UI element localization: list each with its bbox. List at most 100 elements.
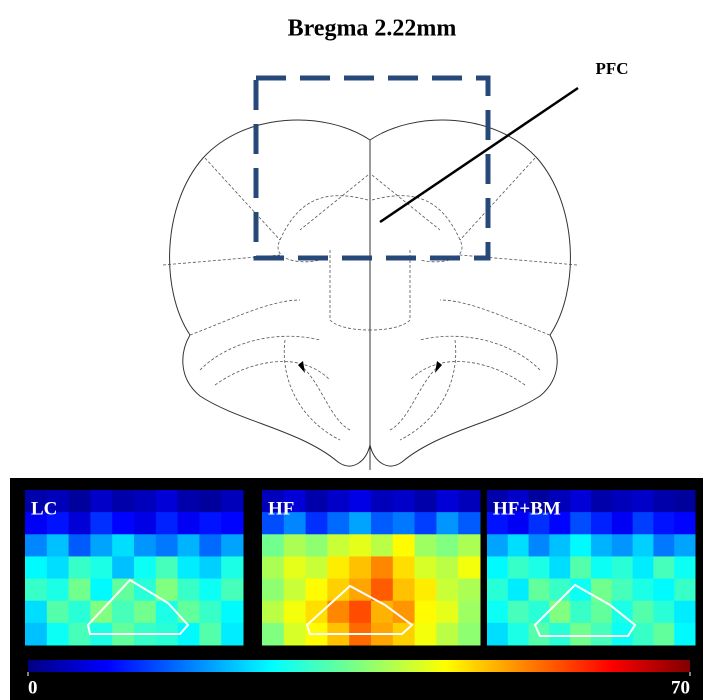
heatmap-cell [549, 579, 570, 602]
heatmap-cell [549, 534, 570, 557]
heatmap-cell [156, 556, 178, 579]
heatmap-cell [508, 601, 529, 624]
heatmap-cell [134, 534, 156, 557]
heatmap-cell [47, 623, 69, 646]
heatmap-cell [570, 534, 591, 557]
heatmap-cell [25, 601, 47, 624]
heatmap-cell [69, 579, 91, 602]
heatmap-cell [25, 623, 47, 646]
heatmap-cell [178, 579, 200, 602]
heatmap-cell [674, 556, 695, 579]
heatmap-cell [327, 490, 349, 513]
heatmap-cell [633, 534, 654, 557]
heatmap-cell [69, 512, 91, 535]
brain-atlas [163, 78, 578, 470]
heatmap-cell [570, 623, 591, 646]
heatmap-cell [112, 512, 134, 535]
heatmap-cell [674, 512, 695, 535]
heatmap-cell [199, 512, 221, 535]
heatmap-cell [549, 556, 570, 579]
heatmap-cell [415, 534, 437, 557]
heatmap-cell [653, 490, 674, 513]
heatmap-cell [306, 556, 328, 579]
heatmap-cell [221, 534, 243, 557]
heatmap-cell [591, 556, 612, 579]
heatmap-cell [199, 556, 221, 579]
heatmap-cell [436, 490, 458, 513]
panel-label: HF+BM [493, 498, 561, 519]
heatmap-cell [371, 534, 393, 557]
heatmap-cell [112, 601, 134, 624]
heatmap-cell [221, 579, 243, 602]
heatmap-cell [371, 556, 393, 579]
figure: Bregma 2.22mm PFC LCHFHF+BM070 [0, 0, 703, 700]
heatmap-cell [25, 556, 47, 579]
heatmap-cell [349, 512, 371, 535]
heatmap-cell [327, 556, 349, 579]
heatmap-cell [487, 579, 508, 602]
heatmap-cell [653, 534, 674, 557]
heatmap-cell [284, 579, 306, 602]
heatmap-cell [591, 534, 612, 557]
heatmap-cell [393, 556, 415, 579]
colorbar-tick-label: 0 [28, 677, 38, 698]
heatmap-cell [112, 556, 134, 579]
panel-label: LC [31, 498, 57, 519]
panel-label: HF [268, 498, 294, 519]
heatmap-cell [653, 623, 674, 646]
heatmap-cell [47, 601, 69, 624]
heatmap-cell [612, 512, 633, 535]
heatmap-cell [549, 623, 570, 646]
heatmap-cell [508, 623, 529, 646]
heatmap-cell [134, 512, 156, 535]
heatmap-cell [112, 579, 134, 602]
heatmap-cell [221, 490, 243, 513]
heatmap-cell [415, 490, 437, 513]
heatmap-cell [306, 490, 328, 513]
heatmap-cell [458, 556, 480, 579]
heatmap-cell [415, 512, 437, 535]
heatmap-cell [570, 579, 591, 602]
heatmap-cell [69, 534, 91, 557]
heatmap-cell [674, 579, 695, 602]
heatmap-cell [436, 512, 458, 535]
heatmap-cell [262, 556, 284, 579]
heatmap-cell [591, 512, 612, 535]
heatmap-cell [674, 534, 695, 557]
heatmap-cell [570, 601, 591, 624]
heatmap-cell [487, 534, 508, 557]
heatmap-cell [674, 623, 695, 646]
heatmap-cell [178, 512, 200, 535]
heatmap-cell [90, 490, 112, 513]
heatmap-cell [112, 490, 134, 513]
heatmap-cell [178, 601, 200, 624]
heatmap-cell [262, 579, 284, 602]
heatmap-cell [393, 490, 415, 513]
heatmap-cell [47, 579, 69, 602]
heatmap-cell [487, 556, 508, 579]
heatmap-cell [591, 490, 612, 513]
heatmap-cell [69, 601, 91, 624]
heatmap-cell [178, 490, 200, 513]
heatmap-cell [674, 601, 695, 624]
heatmap-cell [90, 534, 112, 557]
heatmap-cell [327, 512, 349, 535]
heatmap-cell [134, 601, 156, 624]
heatmap-cell [633, 623, 654, 646]
heatmap-cell [436, 601, 458, 624]
heatmap-cell [221, 601, 243, 624]
heatmap-cell [349, 556, 371, 579]
heatmap-cell [436, 579, 458, 602]
heatmap-cell [199, 623, 221, 646]
heatmap-cell [47, 556, 69, 579]
heatmap-cell [633, 556, 654, 579]
heatmap-cell [306, 534, 328, 557]
heatmap-cell [371, 490, 393, 513]
heatmap-cell [458, 512, 480, 535]
heatmap-cell [458, 623, 480, 646]
heatmap-cell [156, 490, 178, 513]
heatmap-cell [90, 556, 112, 579]
heatmap-cell [262, 534, 284, 557]
heatmap-cell [199, 534, 221, 557]
heatmap-cell [415, 601, 437, 624]
